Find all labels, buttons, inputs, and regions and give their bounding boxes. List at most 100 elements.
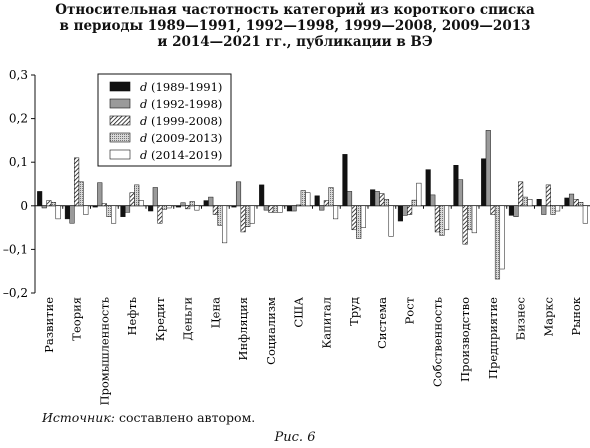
category-label: Маркс [541, 297, 555, 337]
bar [259, 184, 265, 207]
bar [83, 205, 89, 215]
bar [46, 200, 52, 207]
category-label: Капитал [319, 297, 333, 349]
figure-caption: Рис. 6 [274, 430, 316, 445]
bar [111, 205, 117, 224]
bar [235, 181, 242, 207]
bar [333, 205, 339, 220]
bar [106, 205, 112, 217]
bar [518, 181, 524, 207]
bar [490, 205, 496, 215]
category-label: Рынок [569, 296, 583, 335]
bar [467, 205, 473, 231]
category-label: Система [375, 297, 389, 349]
category-label: Предприятие [486, 297, 500, 379]
bar [555, 205, 561, 212]
bar [453, 165, 459, 207]
bar [64, 205, 70, 220]
bar [78, 181, 84, 207]
bar [97, 182, 103, 207]
bar [536, 199, 542, 207]
source-text: составлено автором. [115, 410, 256, 425]
y-tick-label: 0,1 [9, 155, 28, 169]
bar [434, 205, 440, 233]
bar [222, 205, 228, 244]
bar [272, 205, 279, 213]
bar [356, 205, 362, 239]
source-label: Источник: [42, 410, 116, 425]
bar [305, 192, 311, 207]
bar-series-group [37, 130, 588, 280]
category-label: Развитие [42, 297, 56, 353]
title-line-3: и 2014—2021 гг., публикации в ВЭ [157, 34, 433, 50]
bar [407, 205, 413, 215]
bar [134, 184, 140, 207]
bar [522, 196, 528, 207]
chart-title: Относительная частотность категорий из к… [0, 2, 590, 50]
category-label: Кредит [153, 297, 167, 341]
bar [175, 205, 181, 208]
category-label: Деньги [181, 297, 195, 341]
category-label: Промышленность [97, 297, 111, 406]
category-label: Труд [347, 297, 361, 326]
bar [152, 187, 158, 207]
legend-swatch [109, 132, 131, 143]
category-label: Нефть [125, 297, 139, 335]
bar [494, 205, 501, 280]
category-label: Инфляция [236, 297, 250, 361]
bar [379, 193, 385, 207]
bar [286, 205, 292, 212]
legend-swatch [109, 98, 131, 109]
bar [180, 202, 186, 207]
bar [416, 182, 422, 207]
category-label: Цена [208, 297, 222, 328]
bar [245, 205, 251, 227]
bar [185, 205, 191, 210]
bar [462, 205, 468, 245]
category-label: США [292, 297, 306, 328]
bar [568, 193, 575, 207]
y-tick-label: –0,1 [3, 242, 28, 256]
bar [499, 205, 505, 270]
category-label: Бизнес [514, 297, 528, 340]
bar [249, 205, 255, 224]
bar [124, 205, 131, 213]
legend: d (1989-1991) d (1992-1998) d (1999-2008) d… [97, 73, 232, 167]
bar [129, 192, 135, 207]
bar [148, 205, 154, 212]
bar [527, 199, 533, 207]
category-label: Производство [458, 297, 472, 382]
title-line-2: в периоды 1989—1991, 1992—1998, 1999—200… [59, 18, 531, 34]
y-tick-label: –0,2 [3, 286, 28, 300]
bar [240, 205, 246, 233]
bar [101, 203, 107, 207]
category-label: Социализм [264, 297, 278, 365]
bar [360, 205, 366, 228]
y-tick-label: 0,3 [9, 68, 28, 82]
bar [166, 205, 172, 209]
bar [582, 205, 588, 224]
bar [291, 205, 297, 212]
legend-label: d (1992-1998) [140, 97, 222, 111]
bar [541, 205, 547, 215]
bar [263, 205, 269, 211]
bar [161, 205, 168, 210]
bar [545, 184, 551, 207]
category-label: Теория [70, 297, 84, 341]
bar [328, 187, 334, 207]
bar [41, 205, 47, 209]
legend-swatch [109, 81, 131, 92]
bar [402, 205, 408, 216]
bar [425, 169, 431, 207]
bar [374, 191, 380, 207]
legend-label: d (2009-2013) [140, 131, 222, 145]
bar [342, 154, 348, 207]
category-label: Рост [403, 297, 417, 324]
bar [513, 205, 519, 217]
y-tick-label: 0,2 [9, 112, 28, 126]
bar [277, 205, 283, 213]
bar [457, 179, 464, 207]
bar [74, 157, 80, 207]
bar [323, 200, 329, 207]
